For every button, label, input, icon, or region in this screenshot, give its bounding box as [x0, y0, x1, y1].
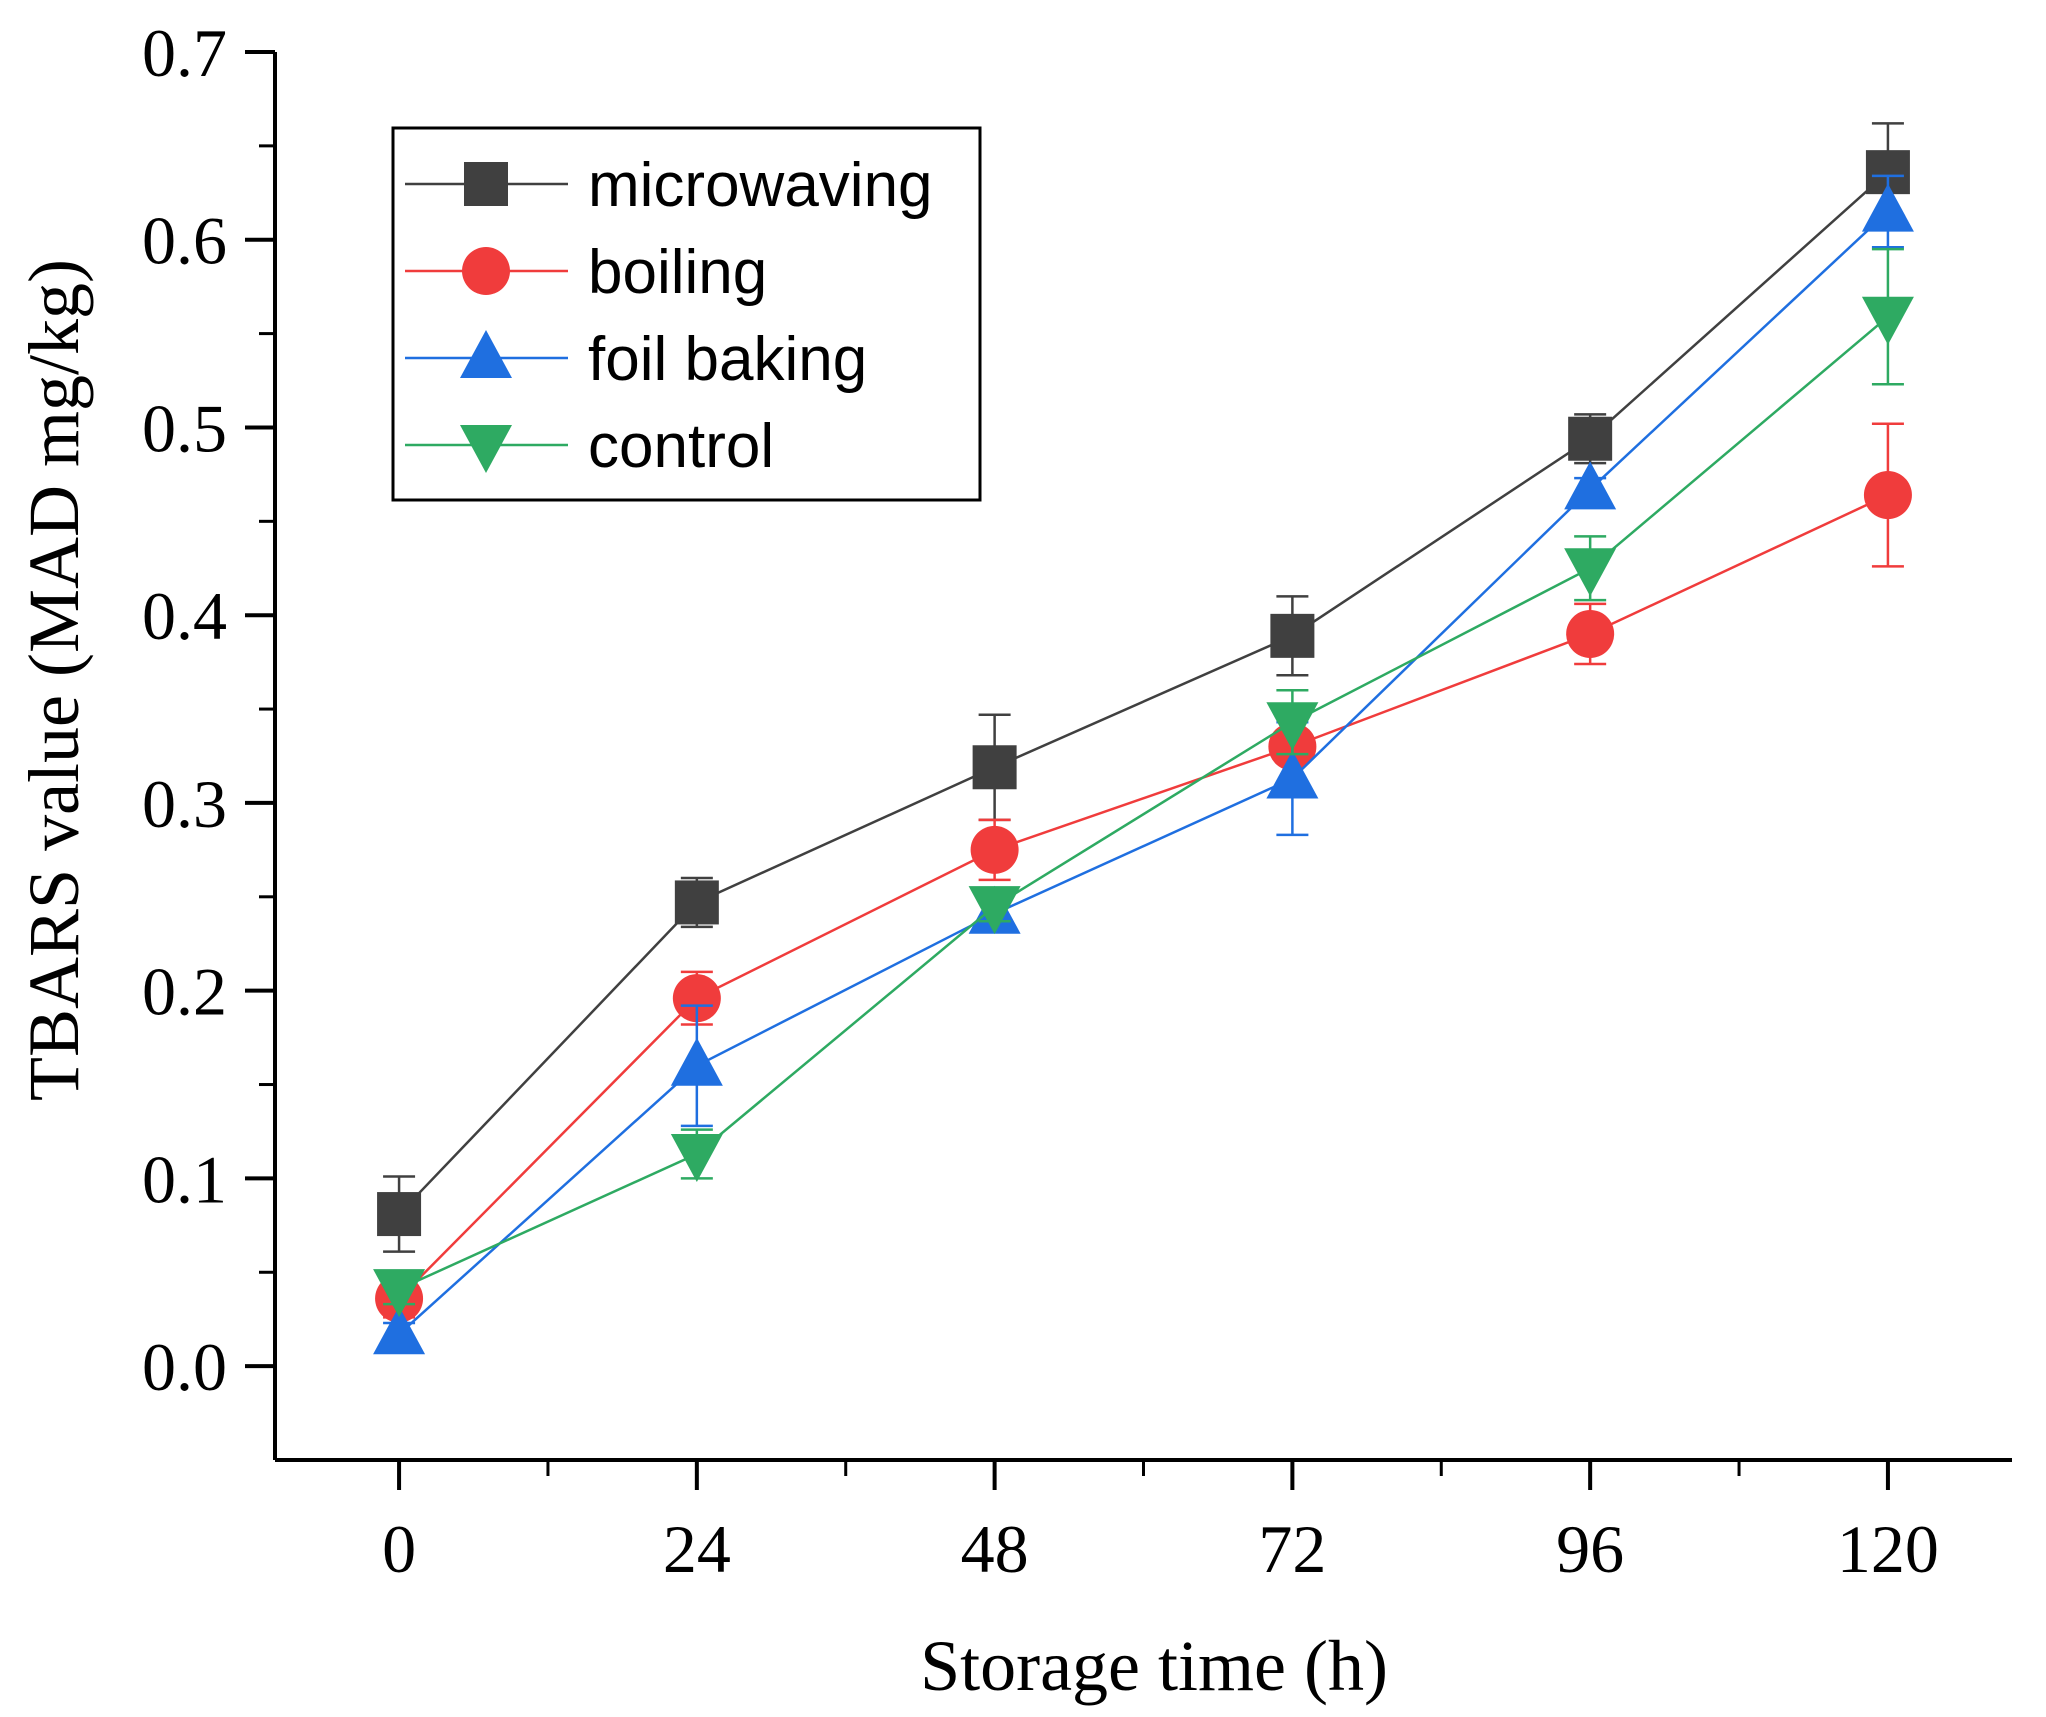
data-point-microwaving — [377, 1192, 422, 1237]
legend-marker-control — [460, 425, 512, 473]
legend-marker-microwaving — [464, 162, 508, 206]
data-point-control — [373, 1269, 426, 1318]
data-point-boiling — [1863, 471, 1912, 520]
legend-marker-boiling — [462, 247, 510, 295]
y-tick-label: 0.1 — [142, 1141, 227, 1217]
y-tick-label: 0.0 — [142, 1329, 227, 1405]
series-boiling — [375, 422, 1912, 1323]
data-point-boiling — [970, 825, 1019, 874]
y-tick-label: 0.4 — [142, 578, 227, 654]
y-axis-title: TBARS value (MAD mg/kg) — [14, 259, 94, 1101]
plot-series — [373, 122, 1914, 1355]
x-tick-label: 72 — [1258, 1511, 1326, 1587]
data-point-control — [968, 886, 1021, 935]
series-line-boiling — [398, 493, 1889, 1300]
x-tick-label: 24 — [663, 1511, 731, 1587]
y-tick-label: 0.6 — [142, 203, 227, 279]
legend-label-foil-baking: foil baking — [588, 325, 867, 394]
series-line-control — [398, 315, 1889, 1291]
data-point-boiling — [672, 974, 721, 1023]
data-point-boiling — [1566, 609, 1615, 658]
x-tick-label: 0 — [382, 1511, 416, 1587]
axes — [245, 50, 2012, 1490]
x-tick-label: 120 — [1837, 1511, 1939, 1587]
legend-label-boiling: boiling — [588, 238, 767, 307]
y-tick-label: 0.2 — [142, 954, 227, 1030]
legend-label-microwaving: microwaving — [588, 151, 933, 220]
data-point-control — [1861, 296, 1914, 345]
data-point-foil-baking — [373, 1306, 426, 1355]
data-point-control — [1266, 702, 1319, 751]
x-tick-label: 48 — [961, 1511, 1029, 1587]
x-tick-labels: 0 24 48 72 96 120 — [382, 1511, 1939, 1587]
legend: microwaving boiling foil baking control — [391, 126, 982, 502]
y-tick-label: 0.7 — [142, 15, 227, 91]
series-control — [373, 247, 1914, 1318]
y-tick-label: 0.5 — [142, 390, 227, 466]
data-point-microwaving — [1270, 613, 1315, 658]
data-point-control — [1564, 548, 1617, 597]
y-tick-label: 0.3 — [142, 766, 227, 842]
data-point-foil-baking — [1266, 750, 1319, 799]
data-point-microwaving — [1568, 416, 1613, 461]
y-tick-labels: 0.0 0.1 0.2 0.3 0.4 0.5 0.6 0.7 — [142, 15, 227, 1405]
data-point-microwaving — [972, 745, 1017, 790]
data-point-foil-baking — [1861, 183, 1914, 232]
data-point-microwaving — [674, 880, 719, 925]
series-line-microwaving — [398, 171, 1889, 1215]
legend-label-control: control — [588, 412, 774, 481]
x-tick-label: 96 — [1556, 1511, 1624, 1587]
legend-marker-foil-baking — [460, 330, 512, 378]
series-line-foil-baking — [398, 210, 1889, 1336]
data-point-foil-baking — [1564, 461, 1617, 510]
data-point-control — [670, 1133, 723, 1182]
data-point-foil-baking — [670, 1037, 723, 1086]
x-axis-title: Storage time (h) — [920, 1626, 1388, 1706]
